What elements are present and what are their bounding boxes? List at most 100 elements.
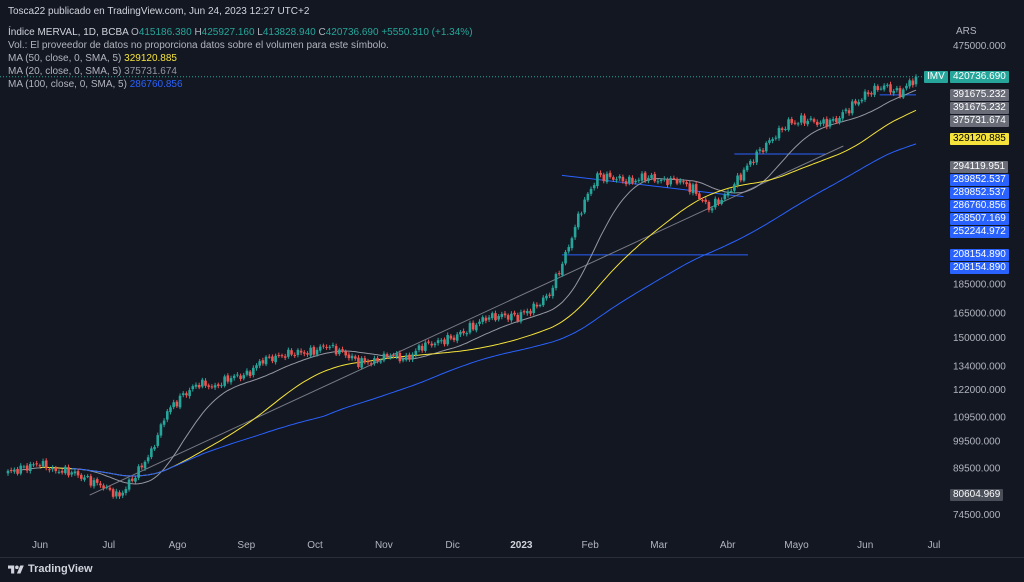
candle-body [38,465,42,467]
candle-body [134,477,137,482]
candle-body [41,461,45,467]
candle-body [220,385,223,387]
candle-body [226,375,230,382]
price-tick-label: 122000.000 [953,385,1006,396]
candle-body [99,483,102,486]
candle-body [554,274,558,289]
candle-body [780,128,784,130]
candle-body [618,176,622,179]
candle-body [908,80,911,87]
candle-body [376,357,379,362]
candle-body [490,313,494,319]
candle-body [127,479,131,490]
candle-body [452,337,456,341]
footer-bar: TradingView [0,557,1024,582]
candle-body [752,161,755,163]
candle-body [583,199,586,213]
candle-body [271,356,274,362]
time-tick-label: Abr [720,540,736,551]
candle-body [494,313,497,321]
candle-body [787,119,790,130]
candle-body [261,360,265,364]
candle-body [895,88,899,91]
candle-body [83,477,86,480]
candle-body [395,353,398,357]
candle-body [688,183,692,193]
price-badge: 375731.674 [950,114,1009,127]
ma50-legend[interactable]: MA (50, close, 0, SMA, 5) 329120.885 [8,52,177,65]
candlesticks [6,74,918,499]
candle-body [819,122,822,125]
ohlc-low: 413828.940 [262,27,316,38]
tradingview-brand[interactable]: TradingView [28,563,93,575]
candle-body [446,334,449,345]
candle-body [809,118,813,120]
time-tick-label: 2023 [510,540,533,551]
price-chart[interactable]: 475000.000 185000.000 165000.000 150000.000… [0,0,1024,557]
candle-body [749,161,752,165]
ohlc-open: 415186.380 [138,27,192,38]
chart-area[interactable]: 475000.000 185000.000 165000.000 150000.000… [0,0,1024,557]
candle-body [503,313,507,316]
candle-body [16,468,19,474]
candle-body [513,312,516,315]
time-tick-label: Jul [928,540,941,551]
candle-body [229,378,233,383]
ma100-legend[interactable]: MA (100, close, 0, SMA, 5) 286760.856 [8,78,183,91]
candle-body [124,489,128,494]
candle-body [621,176,625,182]
candle-body [831,119,835,121]
candle-body [178,395,182,408]
price-tick-label: 74500.000 [953,510,1001,521]
candle-body [863,91,867,100]
candle-body [111,489,115,497]
price-tick-label: 109500.000 [953,412,1006,423]
candle-body [60,470,64,473]
candle-body [32,464,35,466]
ma20-legend[interactable]: MA (20, close, 0, SMA, 5) 375731.674 [8,65,177,78]
candle-body [137,466,140,478]
candle-body [659,179,663,182]
candle-body [455,334,459,341]
candle-body [283,356,287,358]
candle-body [723,194,727,200]
candle-body [64,466,67,474]
candle-body [252,367,255,376]
candle-body [449,335,453,339]
candle-body [417,345,421,350]
candle-body [309,347,312,356]
candle-body [634,180,637,183]
candle-body [369,363,373,365]
ma-line [39,109,917,477]
candle-body [296,349,300,355]
candle-body [624,181,628,185]
candle-body [318,346,322,351]
candle-body [443,339,446,345]
ohlc-change: +5550.310 (+1.34%) [381,27,473,38]
candle-body [870,93,873,95]
candle-body [181,393,185,396]
candle-body [548,294,551,296]
candle-body [242,375,246,379]
candle-body [796,123,800,125]
ma-line [20,89,917,485]
candle-body [774,137,778,139]
candle-body [411,354,414,360]
candle-body [385,354,389,357]
candle-body [210,386,214,388]
time-tick-label: Mayo [784,540,809,551]
price-badge: 391675.232 [950,88,1009,101]
candle-body [666,179,669,186]
trendline [89,145,844,496]
candle-body [713,198,717,208]
candle-body [889,84,892,93]
price-badge: 286760.856 [950,200,1009,213]
candle-body [439,340,443,342]
candle-body [886,84,889,86]
ohlc-open-label: O [131,27,139,38]
price-badge: 420736.690 [950,70,1009,83]
candle-body [825,118,829,127]
candle-body [850,101,854,114]
ohlc-close-label: C [318,27,326,38]
candle-body [216,384,220,387]
